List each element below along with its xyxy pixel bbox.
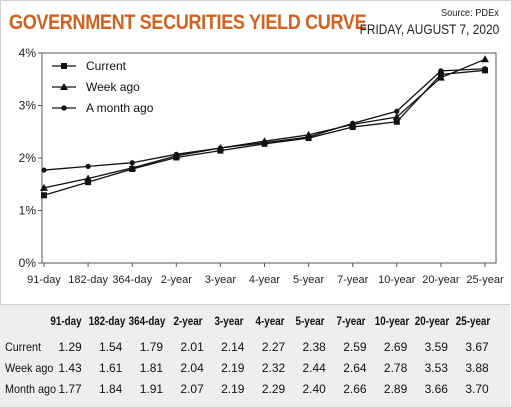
table-cell: 2.78 <box>383 361 408 375</box>
y-tick-label: 2% <box>19 151 37 165</box>
x-tick-label: 7-year <box>337 274 369 286</box>
table-cell: 2.01 <box>180 340 204 354</box>
table-cell: 2.29 <box>261 382 286 396</box>
table-header: 364-day <box>129 314 166 328</box>
data-point <box>261 140 268 146</box>
table-header: 2-year <box>173 314 203 328</box>
table-cell: 2.19 <box>221 361 245 375</box>
table-header: 10-year <box>374 314 409 328</box>
table-cell: 2.32 <box>261 361 286 375</box>
x-tick-label: 91-day <box>27 274 61 286</box>
x-tick-label: 3-year <box>205 274 237 286</box>
legend-label: A month ago <box>86 101 154 115</box>
source-note: Source: PDEx <box>441 8 499 19</box>
table-cell: 3.59 <box>424 340 448 354</box>
table-cell: 2.69 <box>383 340 408 354</box>
table-cell: 2.44 <box>302 361 326 375</box>
table-row-label: Current <box>5 340 42 354</box>
data-point <box>85 163 91 169</box>
y-tick-label: 4% <box>19 46 37 60</box>
y-tick-label: 1% <box>19 204 37 218</box>
series-line-week-ago <box>43 58 486 189</box>
data-point <box>41 167 47 173</box>
data-point <box>393 118 400 125</box>
table-cell: 1.91 <box>139 382 164 396</box>
table-cell: 1.54 <box>99 340 123 354</box>
table-cell: 1.81 <box>139 361 164 375</box>
data-point <box>85 179 92 186</box>
legend-marker <box>61 63 67 69</box>
y-tick-label: 0% <box>19 256 37 270</box>
table-header: 20-year <box>415 314 450 328</box>
table-row-label: Week ago <box>5 361 54 375</box>
table-cell: 1.79 <box>139 340 164 354</box>
table-cell: 3.66 <box>424 382 448 396</box>
legend-label: Week ago <box>86 80 140 94</box>
table-row-label: Month ago <box>5 382 57 396</box>
table-cell: 2.40 <box>302 382 326 396</box>
table-cell: 3.67 <box>465 340 489 354</box>
date-label: FRIDAY, AUGUST 7, 2020 <box>359 21 499 37</box>
x-tick-label: 2-year <box>161 274 193 286</box>
table-header: 182-day <box>88 314 126 328</box>
table-cell: 1.84 <box>99 382 123 396</box>
chart-title: GOVERNMENT SECURITIES YIELD CURVE <box>9 11 367 34</box>
data-point <box>40 183 48 191</box>
table-cell: 1.61 <box>99 361 123 375</box>
data-point <box>481 55 489 63</box>
table-header: 91-day <box>50 314 82 328</box>
table-header: 5-year <box>295 314 325 328</box>
table-cell: 2.14 <box>221 340 245 354</box>
table-header: 25-year <box>455 314 491 328</box>
data-point <box>394 108 400 114</box>
table-cell: 2.27 <box>261 340 286 354</box>
x-tick-label: 4-year <box>249 274 281 286</box>
x-tick-label: 182-day <box>68 274 108 286</box>
legend: Current Week ago A month ago <box>52 59 154 115</box>
table-cell: 2.38 <box>302 340 326 354</box>
data-point <box>217 145 223 151</box>
table-cell: 3.53 <box>424 361 448 375</box>
data-point <box>392 113 401 121</box>
table-cell: 1.43 <box>58 361 82 375</box>
y-tick-label: 3% <box>19 99 37 113</box>
x-tick-label: 25-year <box>466 274 504 286</box>
data-point <box>128 163 137 171</box>
data-point <box>41 192 47 199</box>
data-point <box>438 68 444 74</box>
legend-marker <box>61 105 67 111</box>
table-cell: 2.59 <box>343 340 367 354</box>
x-tick-label: 5-year <box>293 274 325 286</box>
data-point <box>436 73 445 81</box>
x-tick-label: 364-day <box>112 274 152 286</box>
table-cell: 2.64 <box>343 361 367 375</box>
data-point <box>482 66 488 72</box>
x-tick-label: 10-year <box>378 274 416 286</box>
table-header: 7-year <box>336 314 366 328</box>
data-point <box>129 160 135 166</box>
data-point <box>173 151 179 157</box>
table-header: 4-year <box>254 314 285 328</box>
table-cell: 3.88 <box>465 361 489 375</box>
table-cell: 1.77 <box>58 382 82 396</box>
table-cell: 2.19 <box>221 382 245 396</box>
yield-table: 91-day 182-day 364-day 2-year 3-year 4-year 5-… <box>0 304 510 407</box>
series-a-month-ago <box>41 66 488 173</box>
data-point <box>350 120 356 126</box>
data-point <box>84 174 93 182</box>
table-header: 3-year <box>214 314 244 328</box>
table-cell: 2.07 <box>180 382 204 396</box>
data-point <box>306 134 312 140</box>
table-cell: 3.70 <box>465 382 489 396</box>
table-cell: 2.66 <box>343 382 367 396</box>
x-tick-label: 20-year <box>422 274 460 286</box>
table-cell: 1.29 <box>58 340 82 354</box>
series-week-ago <box>40 55 489 191</box>
table-cell: 2.89 <box>383 382 408 396</box>
legend-marker <box>60 83 68 90</box>
legend-label: Current <box>86 59 127 73</box>
table-cell: 2.04 <box>180 361 204 375</box>
